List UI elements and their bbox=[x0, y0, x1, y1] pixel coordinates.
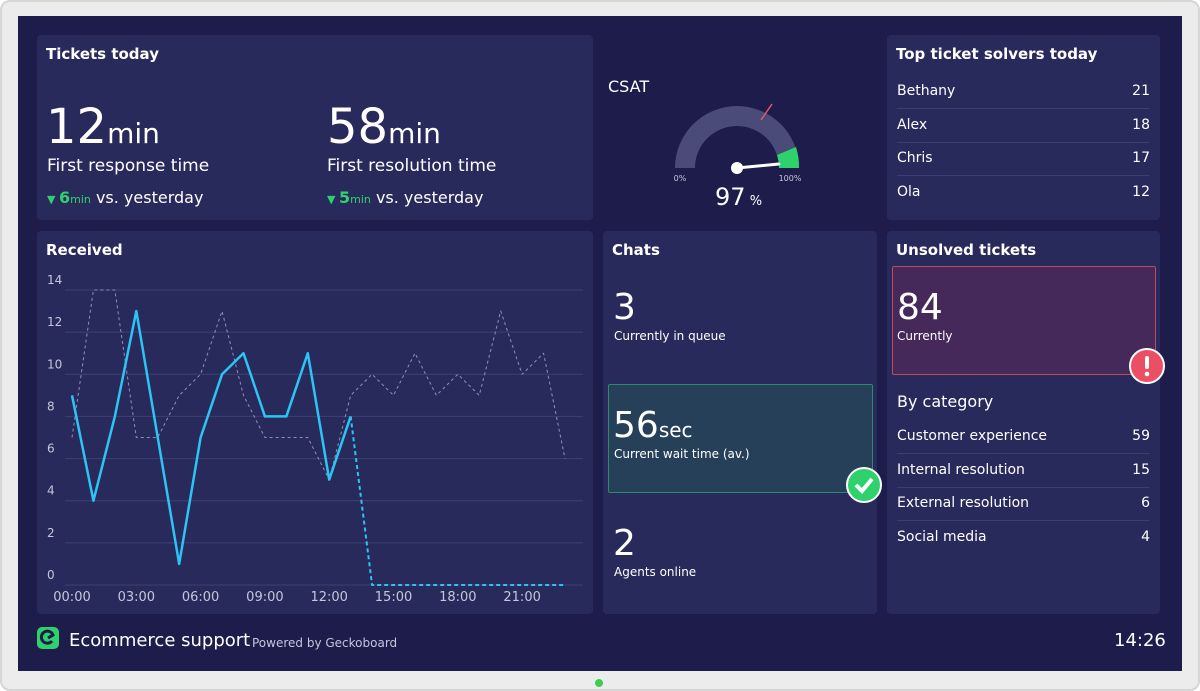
panel-title: Received bbox=[46, 241, 123, 259]
category-title: By category bbox=[897, 392, 994, 411]
category-name: Customer experience bbox=[897, 428, 1048, 444]
solver-count: 21 bbox=[1132, 83, 1150, 99]
solver-count: 18 bbox=[1132, 117, 1150, 133]
metric-label: First response time bbox=[47, 156, 210, 176]
series-line bbox=[70, 309, 352, 566]
unsolved-label: Currently bbox=[897, 329, 953, 343]
y-tick-label: 8 bbox=[47, 399, 55, 413]
chats-panel: Chats 3 Currently in queue 56sec Current… bbox=[603, 231, 882, 614]
x-tick-label: 06:00 bbox=[182, 590, 219, 605]
chat-value: 3 bbox=[613, 287, 636, 328]
series-line bbox=[349, 416, 565, 586]
panel-title: Top ticket solvers today bbox=[896, 45, 1098, 63]
powered-by: Powered by Geckoboard bbox=[252, 636, 398, 650]
chat-value: 56 bbox=[613, 405, 659, 446]
category-count: 59 bbox=[1132, 428, 1150, 444]
alert-box bbox=[892, 266, 1156, 375]
power-led bbox=[595, 679, 603, 687]
alert-icon bbox=[1129, 348, 1165, 384]
chat-label: Agents online bbox=[614, 565, 697, 579]
x-tick-label: 00:00 bbox=[53, 590, 90, 605]
y-tick-label: 12 bbox=[47, 315, 62, 329]
y-tick-label: 14 bbox=[47, 273, 62, 287]
y-tick-label: 0 bbox=[47, 568, 55, 582]
x-tick-label: 12:00 bbox=[310, 590, 347, 605]
clock: 14:26 bbox=[1114, 630, 1166, 651]
x-tick-label: 03:00 bbox=[118, 590, 155, 605]
gauge-target bbox=[760, 103, 773, 121]
change: 5 bbox=[338, 188, 351, 207]
y-tick-label: 2 bbox=[47, 526, 55, 540]
received-panel: Received 0 2 4 6 8 10 12 14 00:00 03:00 06:00 09:00… bbox=[37, 231, 593, 614]
gauge-hub bbox=[731, 162, 743, 174]
unsolved-panel: Unsolved tickets 84 Currently By categor… bbox=[887, 231, 1165, 614]
change-unit: min bbox=[70, 193, 91, 206]
comparison: vs. yesterday bbox=[95, 188, 204, 207]
y-tick-label: 6 bbox=[47, 442, 55, 456]
tickets-panel: Tickets today 12min First response time … bbox=[37, 35, 802, 220]
line-chart: 0 2 4 6 8 10 12 14 00:00 03:00 06:00 09:00 12:00 15:0… bbox=[47, 273, 583, 605]
ok-icon bbox=[846, 467, 882, 503]
gauge: 0% 100% bbox=[674, 103, 802, 183]
change: 6 bbox=[58, 188, 71, 207]
chat-unit: sec bbox=[658, 418, 693, 442]
chat-label: Current wait time (av.) bbox=[614, 447, 750, 461]
category-name: Internal resolution bbox=[897, 462, 1025, 478]
x-tick-label: 15:00 bbox=[375, 590, 412, 605]
panel-title: Unsolved tickets bbox=[896, 241, 1037, 259]
gauge-track bbox=[675, 106, 799, 168]
metric-value: 12 bbox=[46, 99, 108, 155]
gauge-unit: % bbox=[749, 194, 763, 209]
solver-name: Alex bbox=[897, 117, 928, 133]
unsolved-value: 84 bbox=[897, 287, 943, 328]
logo bbox=[37, 627, 59, 649]
category-name: Social media bbox=[897, 529, 987, 545]
x-tick-label: 21:00 bbox=[503, 590, 540, 605]
category-name: External resolution bbox=[897, 495, 1030, 511]
gauge-max: 100% bbox=[779, 174, 802, 183]
panel-title: Tickets today bbox=[46, 45, 159, 63]
category-count: 4 bbox=[1141, 529, 1150, 545]
solver-count: 17 bbox=[1132, 150, 1150, 166]
solver-name: Chris bbox=[897, 150, 933, 166]
comparison: vs. yesterday bbox=[375, 188, 484, 207]
panel-title: Chats bbox=[612, 241, 660, 259]
solver-name: Ola bbox=[897, 184, 921, 200]
gauge-min: 0% bbox=[674, 174, 687, 183]
dashboard-name: Ecommerce support bbox=[69, 630, 251, 651]
metric-value: 58 bbox=[327, 99, 389, 155]
solver-count: 12 bbox=[1132, 184, 1150, 200]
gauge-label: CSAT bbox=[608, 77, 650, 96]
chat-value: 2 bbox=[613, 523, 636, 564]
metric-unit: min bbox=[388, 117, 441, 150]
change-unit: min bbox=[350, 193, 371, 206]
x-tick-label: 09:00 bbox=[246, 590, 283, 605]
metric-unit: min bbox=[107, 117, 160, 150]
series-line bbox=[71, 289, 566, 481]
solvers-panel: Top ticket solvers today Bethany 21 Alex 1… bbox=[887, 35, 1160, 220]
gauge-needle bbox=[735, 162, 781, 170]
wait-box bbox=[608, 384, 873, 493]
category-count: 15 bbox=[1132, 462, 1150, 478]
chat-label: Currently in queue bbox=[614, 329, 726, 343]
category-count: 6 bbox=[1141, 495, 1150, 511]
gauge-value: 97 bbox=[715, 183, 746, 211]
y-tick-label: 10 bbox=[47, 357, 62, 371]
solver-name: Bethany bbox=[897, 83, 956, 99]
metric-label: First resolution time bbox=[327, 156, 497, 176]
gauge-good-zone bbox=[777, 147, 800, 168]
x-tick-label: 18:00 bbox=[439, 590, 476, 605]
y-tick-label: 4 bbox=[47, 484, 55, 498]
